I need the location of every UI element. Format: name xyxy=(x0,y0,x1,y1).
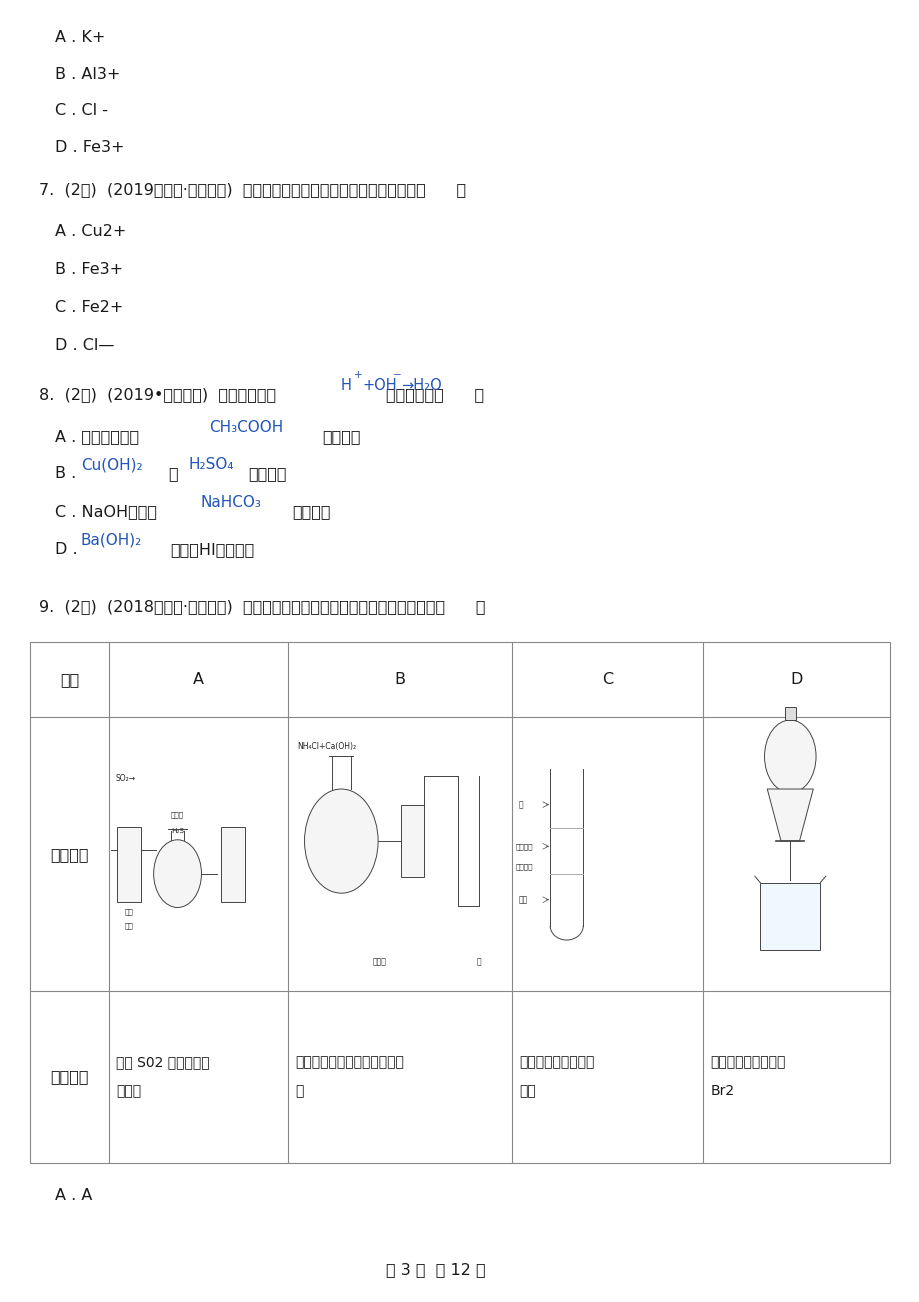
Text: 溴水: 溴水 xyxy=(518,896,528,904)
Bar xyxy=(401,805,424,878)
Text: 第 3 页  共 12 页: 第 3 页 共 12 页 xyxy=(386,1262,485,1277)
Text: →H₂O: →H₂O xyxy=(401,378,441,393)
Text: NaHCO₃: NaHCO₃ xyxy=(200,495,261,510)
Text: D . Cl—: D . Cl— xyxy=(55,337,115,353)
Circle shape xyxy=(304,789,378,893)
Text: H: H xyxy=(340,378,351,393)
Text: 双键: 双键 xyxy=(518,1085,535,1098)
Text: B .: B . xyxy=(55,466,76,482)
Text: 选项: 选项 xyxy=(60,672,79,687)
Text: A . Cu2+: A . Cu2+ xyxy=(55,224,127,240)
Text: 水: 水 xyxy=(476,958,482,966)
Text: Br2: Br2 xyxy=(709,1085,733,1098)
Text: Cu(OH)₂: Cu(OH)₂ xyxy=(81,457,142,473)
Text: 实验设计: 实验设计 xyxy=(51,1069,88,1085)
Text: 苯: 苯 xyxy=(518,801,523,809)
Text: 来表示的是（      ）: 来表示的是（ ） xyxy=(386,387,484,402)
Text: C . NaOH溶液和: C . NaOH溶液和 xyxy=(55,504,157,519)
Text: CH₃COOH: CH₃COOH xyxy=(209,419,283,435)
Text: NH₄Cl+Ca(OH)₂: NH₄Cl+Ca(OH)₂ xyxy=(297,742,356,750)
Text: D . Fe3+: D . Fe3+ xyxy=(55,139,125,155)
Text: C . Fe2+: C . Fe2+ xyxy=(55,299,123,315)
Text: 实验室制氨气并收集干燥的氨: 实验室制氨气并收集干燥的氨 xyxy=(295,1056,403,1069)
Text: 碱石灰: 碱石灰 xyxy=(372,958,387,966)
Text: 酸性高锰: 酸性高锰 xyxy=(516,842,533,850)
Bar xyxy=(117,827,141,902)
Text: D .: D . xyxy=(55,542,78,557)
Text: +: + xyxy=(354,370,362,380)
Text: +OH: +OH xyxy=(362,378,397,393)
Text: 探究 S02 的氧化性和: 探究 S02 的氧化性和 xyxy=(116,1056,210,1069)
Text: B . Al3+: B . Al3+ xyxy=(55,66,120,82)
Text: H₂S: H₂S xyxy=(171,828,184,833)
Text: SO₂→: SO₂→ xyxy=(116,775,136,783)
Text: 溶液和HI溶液反应: 溶液和HI溶液反应 xyxy=(170,542,255,557)
Polygon shape xyxy=(766,789,812,841)
Bar xyxy=(784,707,795,720)
Text: 碱石灰: 碱石灰 xyxy=(171,811,184,819)
Bar xyxy=(30,642,889,1163)
Text: 酸钾溶液: 酸钾溶液 xyxy=(516,863,533,871)
Text: 9.  (2分)  (2018高一下·南昌期末)  下列有关实验装置及实验方案的设计错误的是（      ）: 9. (2分) (2018高一下·南昌期末) 下列有关实验装置及实验方案的设计错… xyxy=(39,599,484,615)
Text: 7.  (2分)  (2019高二上·上海期末)  工业盐酸常呼现黄色，这是因为其中含有（      ）: 7. (2分) (2019高二上·上海期末) 工业盐酸常呼现黄色，这是因为其中含… xyxy=(39,182,465,198)
Text: 气: 气 xyxy=(295,1085,303,1098)
Text: 验证苯中是否有碳碳: 验证苯中是否有碳碳 xyxy=(518,1056,594,1069)
Text: D: D xyxy=(789,672,801,687)
Text: 溶液: 溶液 xyxy=(124,922,133,930)
Text: 和: 和 xyxy=(168,466,177,482)
Text: A . K+: A . K+ xyxy=(55,30,106,46)
Text: C: C xyxy=(601,672,612,687)
Circle shape xyxy=(153,840,201,907)
Circle shape xyxy=(764,720,815,793)
Bar xyxy=(221,827,244,902)
Text: 溶液反应: 溶液反应 xyxy=(248,466,287,482)
Text: 用乙醇提取澳水中的: 用乙醇提取澳水中的 xyxy=(709,1056,785,1069)
Text: A: A xyxy=(193,672,203,687)
Text: 8.  (2分)  (2019•静安模拟)  下列反应能用: 8. (2分) (2019•静安模拟) 下列反应能用 xyxy=(39,387,276,402)
Text: A . 澄清石灰水与: A . 澄清石灰水与 xyxy=(55,428,139,444)
Text: C . Cl -: C . Cl - xyxy=(55,103,108,118)
Text: 溶液反应: 溶液反应 xyxy=(292,504,331,519)
Text: A . A: A . A xyxy=(55,1187,93,1203)
Text: 品红: 品红 xyxy=(124,907,133,915)
Bar xyxy=(759,883,820,950)
Text: Ba(OH)₂: Ba(OH)₂ xyxy=(81,533,142,548)
Text: B . Fe3+: B . Fe3+ xyxy=(55,262,123,277)
Text: 溶液反应: 溶液反应 xyxy=(322,428,360,444)
Text: H₂SO₄: H₂SO₄ xyxy=(188,457,233,473)
Text: B: B xyxy=(394,672,404,687)
Text: 实验装置: 实验装置 xyxy=(51,846,88,862)
Text: −: − xyxy=(392,370,402,380)
Text: 漂白性: 漂白性 xyxy=(116,1085,141,1098)
